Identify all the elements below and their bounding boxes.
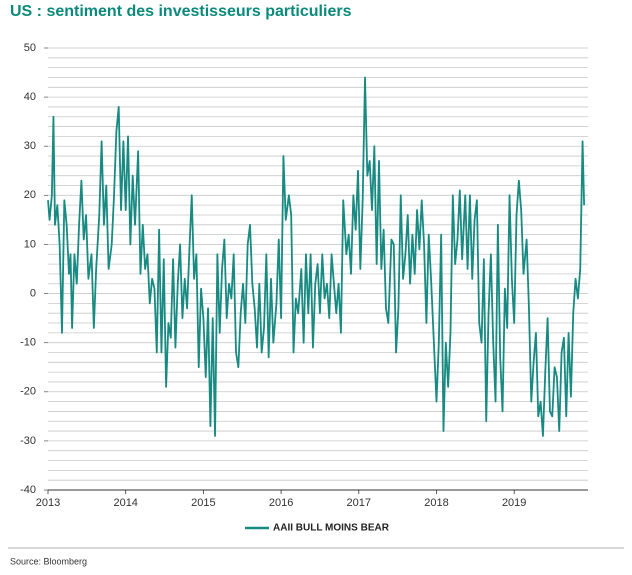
source: Source: Bloomberg [10, 556, 87, 566]
y-tick-label: 0 [30, 287, 36, 299]
legend-label: AAII BULL MOINS BEAR [273, 523, 390, 534]
x-tick-label: 2015 [191, 497, 215, 509]
x-tick-label: 2014 [113, 497, 137, 509]
x-tick-label: 2017 [347, 497, 371, 509]
x-tick-label: 2016 [269, 497, 293, 509]
data-line [47, 76, 586, 437]
x-tick-label: 2013 [36, 497, 60, 509]
y-tick-label: -20 [20, 386, 36, 398]
x-tick-label: 2019 [502, 497, 526, 509]
x-tick-label: 2018 [424, 497, 448, 509]
y-tick-label: -40 [20, 484, 36, 496]
chart-title: US : sentiment des investisseurs particu… [10, 3, 352, 20]
y-tick-label: -30 [20, 435, 36, 447]
y-tick-label: 40 [24, 91, 36, 103]
y-tick-label: -10 [20, 337, 36, 349]
y-tick-label: 50 [24, 42, 36, 54]
y-tick-label: 30 [24, 140, 36, 152]
y-tick-label: 20 [24, 189, 36, 201]
y-tick-label: 10 [24, 238, 36, 250]
